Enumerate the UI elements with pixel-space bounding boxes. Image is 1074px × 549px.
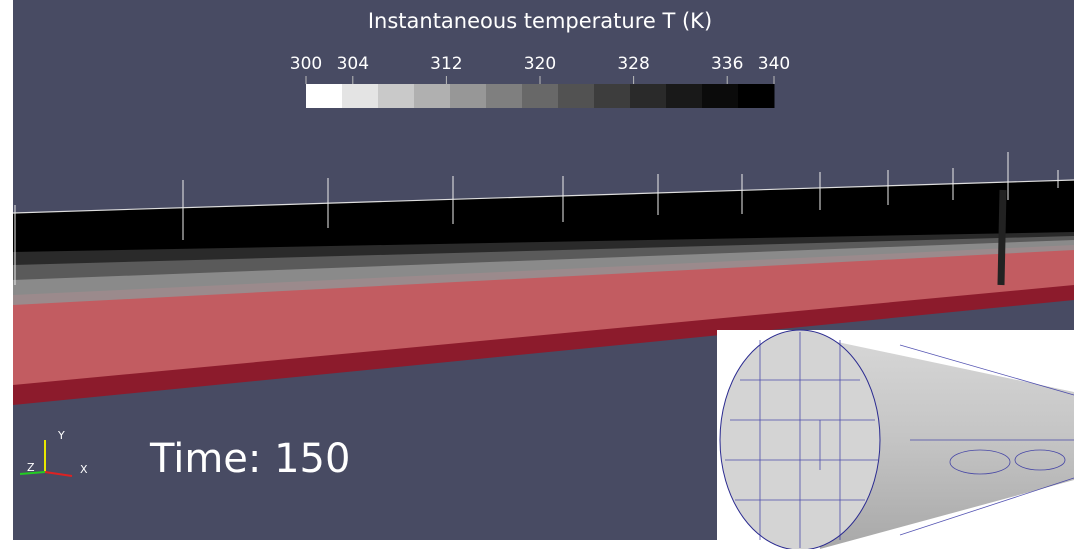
colorbar-band — [738, 84, 775, 108]
colorbar-band — [306, 84, 343, 108]
colorbar-tick-label: 304 — [337, 54, 369, 74]
axis-label: Y — [57, 429, 65, 442]
mesh-inset — [717, 330, 1074, 549]
colorbar-tick-label: 300 — [290, 54, 322, 74]
colorbar-band — [702, 84, 739, 108]
colorbar-band — [630, 84, 667, 108]
colorbar-tick-label: 336 — [711, 54, 743, 74]
axis-label: Z — [27, 461, 35, 474]
colorbar-band — [486, 84, 523, 108]
colorbar-band — [666, 84, 703, 108]
colorbar-band — [342, 84, 379, 108]
colorbar-band — [414, 84, 451, 108]
colorbar-band — [378, 84, 415, 108]
colorbar-tick-label: 320 — [524, 54, 556, 74]
viewport: Instantaneous temperature T (K) 300 304 31… — [0, 0, 1074, 549]
colorbar-title: Instantaneous temperature T (K) — [368, 9, 712, 33]
colorbar-band — [450, 84, 487, 108]
time-label: Time: 150 — [149, 436, 350, 482]
colorbar-tick-label: 312 — [430, 54, 462, 74]
colorbar-band — [522, 84, 559, 108]
axis-label: X — [80, 463, 88, 476]
colorbar-band — [594, 84, 631, 108]
colorbar-band — [558, 84, 595, 108]
colorbar-tick-label: 328 — [617, 54, 649, 74]
colorbar-tick-label: 340 — [758, 54, 790, 74]
